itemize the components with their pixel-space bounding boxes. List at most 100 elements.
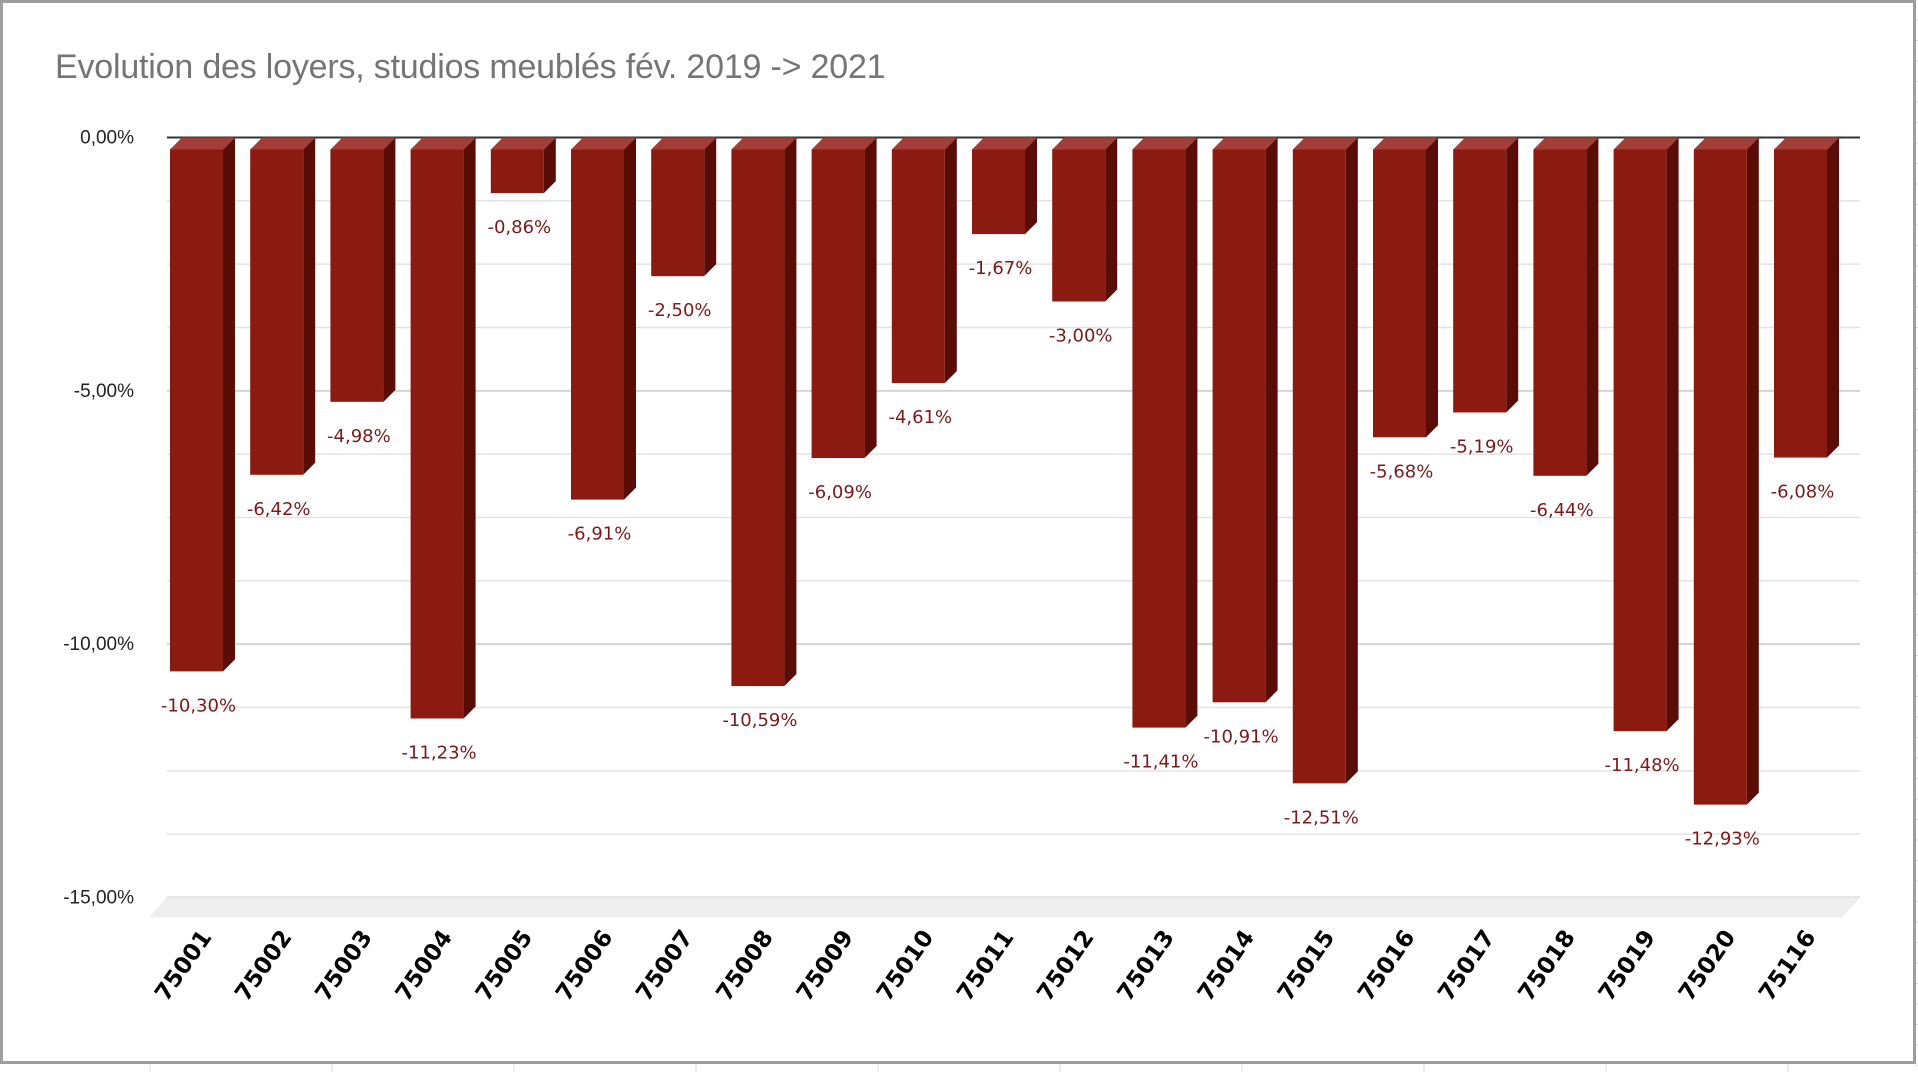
bar-side-face — [223, 137, 235, 672]
x-category-label: 75006 — [551, 926, 618, 1006]
data-label: -11,48% — [1605, 755, 1680, 776]
bar-front-face — [571, 149, 624, 500]
x-axis-labels: 75001 75002 75003 75004 75005 75006 75007 75008… — [150, 926, 1821, 1006]
data-label: -11,23% — [402, 742, 477, 763]
x-category-label: 75005 — [471, 926, 538, 1006]
bar-side-face — [1827, 137, 1839, 458]
bar-top-face — [1373, 137, 1438, 150]
data-label: -12,93% — [1685, 829, 1760, 850]
bar-75004[interactable] — [410, 137, 476, 719]
bar-75017[interactable] — [1453, 137, 1519, 413]
data-label: -6,44% — [1530, 500, 1594, 521]
x-category-label: 75013 — [1113, 926, 1180, 1006]
bar-side-face — [1426, 137, 1438, 438]
x-category-label: 75011 — [952, 926, 1019, 1006]
x-category-label: 75019 — [1594, 926, 1661, 1006]
data-label: -6,42% — [247, 499, 311, 520]
y-axis: 0,00% -5,00% -10,00% -15,00% — [63, 128, 134, 909]
data-label: -6,91% — [568, 524, 632, 545]
bar-side-face — [1345, 137, 1358, 784]
data-label: -11,41% — [1123, 752, 1198, 773]
data-label: -5,68% — [1370, 461, 1434, 482]
y-tick-label: -5,00% — [74, 381, 134, 402]
bar-top-face — [1132, 137, 1198, 150]
x-category-label: 75009 — [792, 926, 859, 1006]
bar-top-face — [571, 137, 636, 150]
bar-side-face — [944, 137, 957, 384]
x-category-label: 75004 — [391, 926, 458, 1006]
data-label: -12,51% — [1284, 807, 1359, 828]
bar-front-face — [651, 149, 705, 277]
bar-side-face — [704, 137, 717, 277]
bar-75009[interactable] — [811, 137, 877, 459]
bar-75008[interactable] — [731, 137, 797, 687]
bar-75001[interactable] — [170, 137, 235, 672]
bar-75012[interactable] — [1052, 137, 1118, 302]
bar-front-face — [410, 149, 464, 719]
bar-side-face — [1105, 137, 1118, 302]
bar-75005[interactable] — [490, 137, 556, 194]
data-label: -10,30% — [161, 695, 236, 716]
bar-side-face — [1265, 137, 1278, 703]
bar-75011[interactable] — [972, 137, 1037, 235]
data-label: -2,50% — [648, 300, 712, 321]
bar-front-face — [1774, 149, 1827, 458]
x-category-label: 75016 — [1353, 926, 1420, 1006]
bar-front-face — [1132, 149, 1186, 728]
bar-75019[interactable] — [1613, 137, 1679, 732]
bar-side-face — [303, 137, 316, 475]
bar-top-face — [731, 137, 797, 150]
bar-front-face — [250, 149, 304, 475]
bar-front-face — [1292, 149, 1346, 784]
data-label: -4,98% — [327, 426, 391, 447]
x-category-label: 75116 — [1754, 926, 1821, 1006]
bar-75013[interactable] — [1132, 137, 1198, 728]
data-label: -3,00% — [1049, 326, 1113, 347]
bar-front-face — [1693, 149, 1747, 805]
bar-75010[interactable] — [891, 137, 957, 384]
bar-top-face — [1613, 137, 1679, 150]
bar-front-face — [490, 149, 544, 194]
data-label: -4,61% — [888, 407, 952, 428]
y-tick-label: 0,00% — [80, 128, 134, 149]
bar-top-face — [330, 137, 396, 150]
bar-top-face — [972, 137, 1037, 150]
x-category-label: 75015 — [1273, 926, 1340, 1006]
bar-top-face — [891, 137, 957, 150]
chart-floor — [149, 897, 1860, 918]
y-tick-label: -10,00% — [63, 634, 134, 655]
x-category-label: 75020 — [1674, 926, 1741, 1006]
bar-side-face — [784, 137, 797, 687]
bar-75116[interactable] — [1774, 137, 1839, 458]
bar-side-face — [1666, 137, 1679, 732]
bar-front-face — [891, 149, 945, 384]
bar-front-face — [1052, 149, 1106, 302]
x-category-label: 75010 — [872, 926, 939, 1006]
bar-front-face — [972, 149, 1025, 235]
bar-75007[interactable] — [651, 137, 717, 277]
bar-75002[interactable] — [250, 137, 316, 475]
bar-75015[interactable] — [1292, 137, 1358, 784]
x-category-label: 75018 — [1514, 926, 1581, 1006]
bar-top-face — [1774, 137, 1839, 150]
bar-side-face — [463, 137, 476, 719]
data-label: -6,09% — [808, 482, 872, 503]
bar-side-face — [1025, 137, 1037, 235]
data-label: -5,19% — [1450, 436, 1514, 457]
bar-side-face — [1586, 137, 1599, 476]
data-label: -0,86% — [487, 217, 551, 238]
bar-side-face — [864, 137, 877, 459]
bar-75014[interactable] — [1212, 137, 1278, 703]
bar-front-face — [1373, 149, 1426, 438]
x-category-label: 75001 — [150, 926, 217, 1006]
bar-75016[interactable] — [1373, 137, 1438, 438]
bar-side-face — [1185, 137, 1198, 728]
data-label: -10,91% — [1204, 726, 1279, 747]
bar-top-face — [1693, 137, 1759, 150]
bar-75018[interactable] — [1533, 137, 1599, 476]
bar-75003[interactable] — [330, 137, 396, 402]
floor-plane — [149, 897, 1860, 918]
bar-75020[interactable] — [1693, 137, 1759, 805]
bar-75006[interactable] — [571, 137, 636, 500]
bar-side-face — [543, 137, 556, 194]
